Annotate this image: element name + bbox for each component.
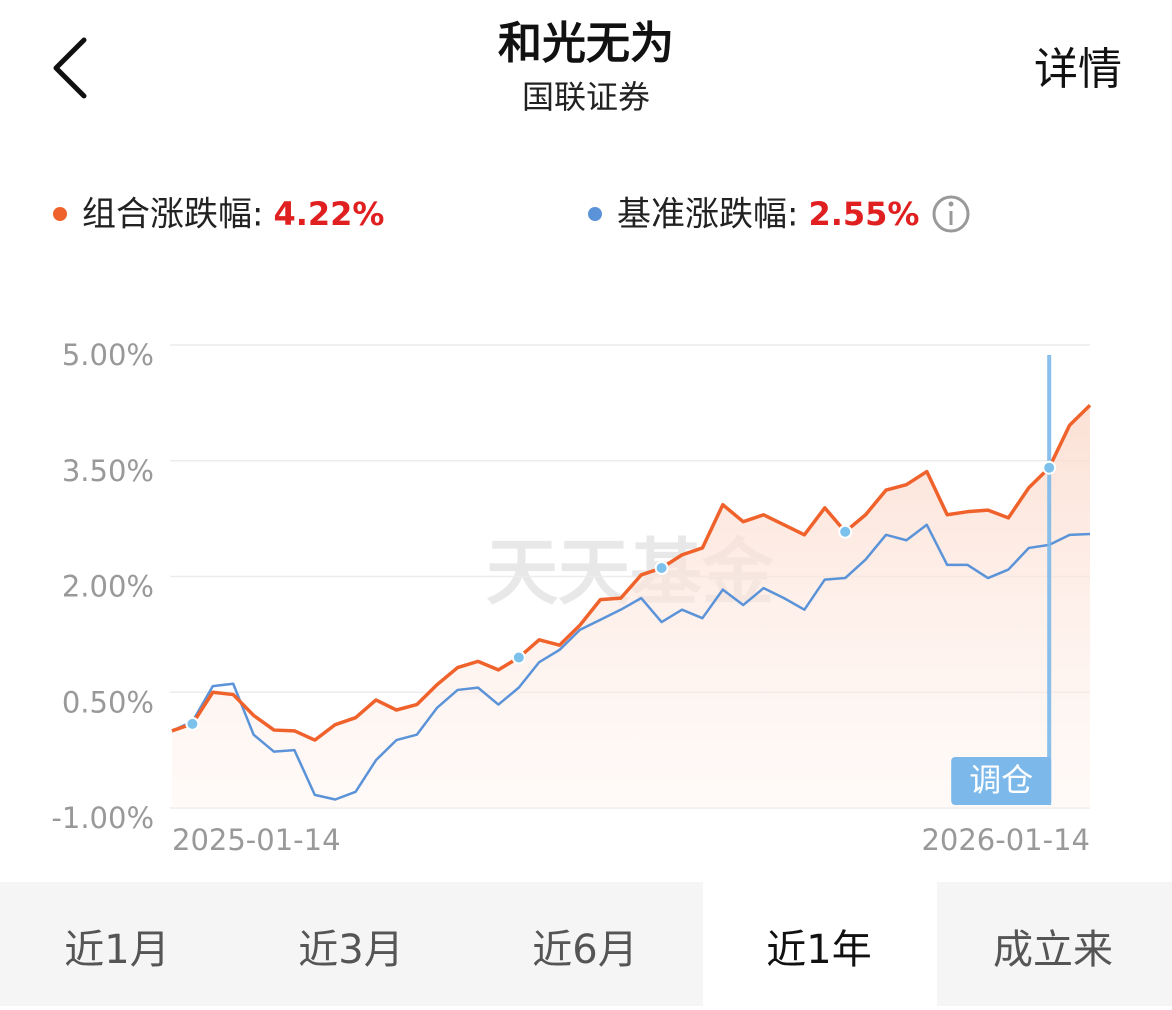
rebalance-label: 调仓 bbox=[969, 761, 1033, 799]
tab[interactable]: 近3月 bbox=[298, 927, 403, 973]
series-line bbox=[171, 403, 1092, 742]
tab[interactable]: 近1年 bbox=[766, 927, 871, 973]
tab-bar bbox=[0, 882, 1172, 1006]
y-tick-label: 5.00% bbox=[62, 338, 154, 372]
legend: 组合涨跌幅: 4.22% 基准涨跌幅: 2.55% bbox=[53, 195, 919, 235]
y-tick-label: 3.50% bbox=[62, 454, 154, 488]
y-tick-label: 0.50% bbox=[62, 685, 154, 719]
legend-label: 组合涨跌幅: bbox=[82, 195, 263, 235]
info-icon[interactable] bbox=[932, 195, 970, 233]
title: 和光无为 bbox=[498, 18, 674, 69]
rebalance-dot[interactable] bbox=[654, 561, 669, 576]
rebalance-marker[interactable]: 调仓 bbox=[951, 355, 1052, 805]
rebalance-line bbox=[1047, 355, 1052, 805]
rebalance-dot[interactable] bbox=[1042, 460, 1057, 475]
x-tick-label: 2025-01-14 bbox=[172, 823, 341, 857]
y-tick-label: 2.00% bbox=[62, 570, 154, 604]
x-tick-label: 2026-01-14 bbox=[921, 823, 1090, 857]
tab[interactable]: 近6月 bbox=[532, 927, 637, 973]
y-tick-label: -1.00% bbox=[51, 801, 154, 835]
legend-value: 2.55% bbox=[808, 195, 919, 233]
info-icon-dot bbox=[948, 201, 954, 207]
legend-dot bbox=[588, 207, 602, 221]
legend-label: 基准涨跌幅: bbox=[617, 195, 798, 235]
area bbox=[172, 405, 1090, 808]
tab[interactable]: 成立来 bbox=[993, 927, 1113, 973]
rebalance-dot[interactable] bbox=[511, 650, 526, 665]
details-button[interactable]: 详情 bbox=[1034, 44, 1122, 95]
back-button[interactable] bbox=[53, 37, 87, 99]
rebalance-dot[interactable] bbox=[838, 524, 853, 539]
tab[interactable]: 近1月 bbox=[64, 927, 169, 973]
tab-selected-bg bbox=[703, 882, 937, 1006]
series-line bbox=[171, 523, 1091, 801]
rebalance-dot[interactable] bbox=[185, 716, 200, 731]
tabs: 近1月 近3月 近6月 近1年 成立来 bbox=[64, 882, 1113, 1006]
legend-dot bbox=[53, 207, 67, 221]
subtitle: 国联证券 bbox=[522, 78, 650, 116]
plot: 5.00% 3.50% 2.00% 0.50% -1.00% 2025-01-14 2026… bbox=[51, 338, 1092, 857]
rebalance-badge bbox=[951, 757, 1052, 805]
legend-value: 4.22% bbox=[273, 195, 384, 233]
